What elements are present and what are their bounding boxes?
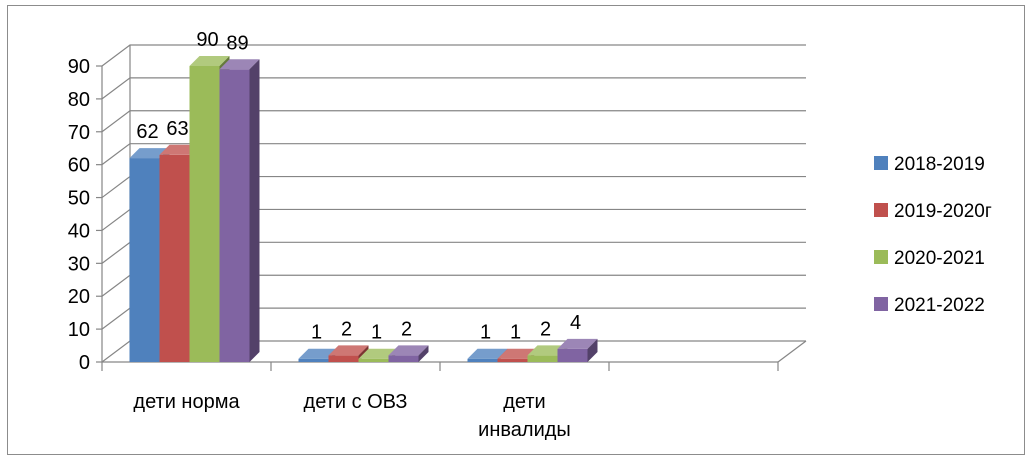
data-label: 2 <box>341 318 352 340</box>
category-label: дети <box>503 391 545 413</box>
y-tick-label: 60 <box>68 155 90 177</box>
y-tick-label: 20 <box>68 286 90 308</box>
legend-label: 2021-2022 <box>894 295 985 316</box>
y-tick-label: 10 <box>68 319 90 341</box>
y-tick-label: 50 <box>68 188 90 210</box>
bar-top <box>557 338 598 349</box>
bar-side <box>587 338 598 362</box>
bar-top <box>189 56 230 66</box>
bar <box>129 158 160 362</box>
data-label: 1 <box>510 322 521 344</box>
bar-top <box>467 348 508 359</box>
category-label: дети норма <box>133 391 240 413</box>
data-label: 1 <box>371 322 382 344</box>
bar-top <box>388 345 429 356</box>
bar <box>219 69 250 363</box>
bar-side <box>418 345 429 362</box>
bar-top <box>219 59 260 70</box>
bar <box>189 66 220 362</box>
y-tick-label: 70 <box>68 122 90 144</box>
bar <box>328 355 359 362</box>
legend-label: 2018-2019 <box>894 154 985 175</box>
bars <box>129 56 598 363</box>
data-label: 90 <box>196 29 218 51</box>
category-label: дети с ОВЗ <box>304 391 408 413</box>
data-label: 1 <box>311 322 322 344</box>
legend-swatch <box>874 250 888 264</box>
y-tick-label: 30 <box>68 253 90 275</box>
y-tick-label: 0 <box>79 352 90 374</box>
bar <box>527 355 558 362</box>
y-tick-label: 90 <box>68 56 90 78</box>
bar-side <box>249 59 260 363</box>
bar <box>497 358 528 362</box>
category-label: инвалиды <box>478 419 571 441</box>
data-label: 62 <box>136 121 158 143</box>
legend-label: 2020-2021 <box>894 248 985 269</box>
legend-label: 2019-2020г <box>894 201 992 222</box>
bar <box>159 154 190 362</box>
floor-right-edge <box>777 340 807 363</box>
bar <box>467 358 498 362</box>
legend-swatch <box>874 156 888 170</box>
y-tick-labels: 0 10 20 30 40 50 60 70 80 90 <box>68 56 90 374</box>
bar <box>298 358 329 362</box>
legend-swatch <box>874 297 888 311</box>
data-label: 89 <box>226 32 248 54</box>
data-label: 2 <box>540 318 551 340</box>
bar <box>358 358 389 362</box>
legend: 2018-2019 2019-2020г 2020-2021 2021-2022 <box>874 154 992 316</box>
bar-top <box>328 345 369 356</box>
data-label: 4 <box>570 312 581 334</box>
data-label: 63 <box>166 118 188 140</box>
bar <box>388 355 419 362</box>
data-label: 2 <box>401 318 412 340</box>
category-labels: дети норма дети с ОВЗ дети инвалиды <box>133 391 570 441</box>
data-label: 1 <box>480 322 491 344</box>
bar <box>557 348 588 362</box>
y-tick-label: 80 <box>68 89 90 111</box>
y-tick-label: 40 <box>68 220 90 242</box>
legend-swatch <box>874 203 888 217</box>
